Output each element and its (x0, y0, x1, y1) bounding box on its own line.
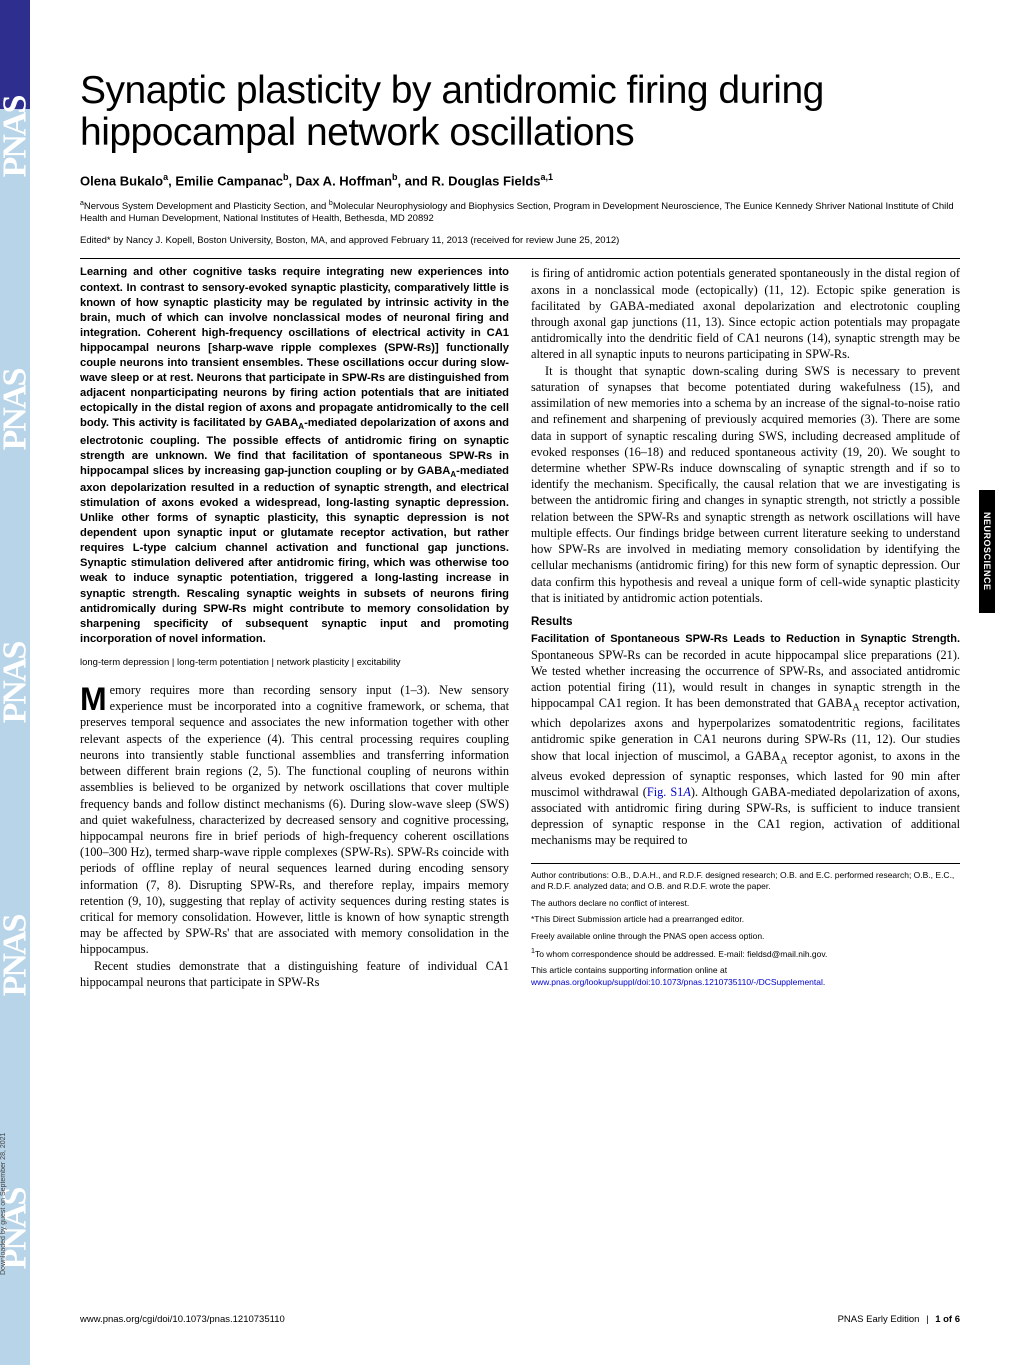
footer-doi: www.pnas.org/cgi/doi/10.1073/pnas.121073… (80, 1314, 285, 1325)
author-list: Olena Bukaloa, Emilie Campanacb, Dax A. … (80, 172, 960, 188)
footnotes: Author contributions: O.B., D.A.H., and … (531, 863, 960, 989)
note-correspondence: 1To whom correspondence should be addres… (531, 947, 960, 960)
page-content: NEUROSCIENCE Synaptic plasticity by anti… (80, 70, 960, 993)
strip-word-1: PNAS (0, 96, 30, 177)
note-open-access: Freely available online through the PNAS… (531, 931, 960, 942)
footer-page-info: PNAS Early Edition | 1 of 6 (838, 1314, 960, 1325)
note-contributions: Author contributions: O.B., D.A.H., and … (531, 870, 960, 893)
results-heading: Results (531, 616, 960, 628)
download-note: Downloaded by guest on September 28, 202… (0, 1133, 7, 1275)
body-paragraph-1: Memory requires more than recording sens… (80, 682, 509, 958)
note-conflict: The authors declare no conflict of inter… (531, 898, 960, 909)
page-footer: www.pnas.org/cgi/doi/10.1073/pnas.121073… (80, 1314, 960, 1325)
note-direct-submission: *This Direct Submission article had a pr… (531, 914, 960, 925)
body-paragraph-3: is firing of antidromic action potential… (531, 265, 960, 362)
affiliations: aNervous System Development and Plastici… (80, 199, 960, 226)
divider (80, 258, 960, 259)
body-paragraph-4: It is thought that synaptic down-scaling… (531, 363, 960, 606)
footer-journal: PNAS Early Edition (838, 1314, 920, 1325)
strip-word-2: PNAS (0, 369, 30, 450)
edited-by: Edited* by Nancy J. Kopell, Boston Unive… (80, 235, 960, 246)
section-tab-neuroscience: NEUROSCIENCE (979, 490, 995, 613)
strip-word-4: PNAS (0, 915, 30, 996)
note-supplemental: This article contains supporting informa… (531, 965, 960, 988)
results-subsection: Facilitation of Spontaneous SPW-Rs Leads… (531, 630, 960, 849)
body-paragraph-2: Recent studies demonstrate that a distin… (80, 958, 509, 990)
footer-page-number: 1 of 6 (935, 1314, 960, 1325)
two-column-body: Learning and other cognitive tasks requi… (80, 265, 960, 993)
footer-pipe: | (926, 1314, 928, 1325)
results-sub-heading: Facilitation of Spontaneous SPW-Rs Leads… (531, 633, 960, 645)
results-sub-body: Spontaneous SPW-Rs can be recorded in ac… (531, 648, 960, 848)
strip-word-3: PNAS (0, 642, 30, 723)
abstract: Learning and other cognitive tasks requi… (80, 265, 509, 647)
article-title: Synaptic plasticity by antidromic firing… (80, 70, 960, 154)
keywords: long-term depression | long-term potenti… (80, 657, 509, 668)
